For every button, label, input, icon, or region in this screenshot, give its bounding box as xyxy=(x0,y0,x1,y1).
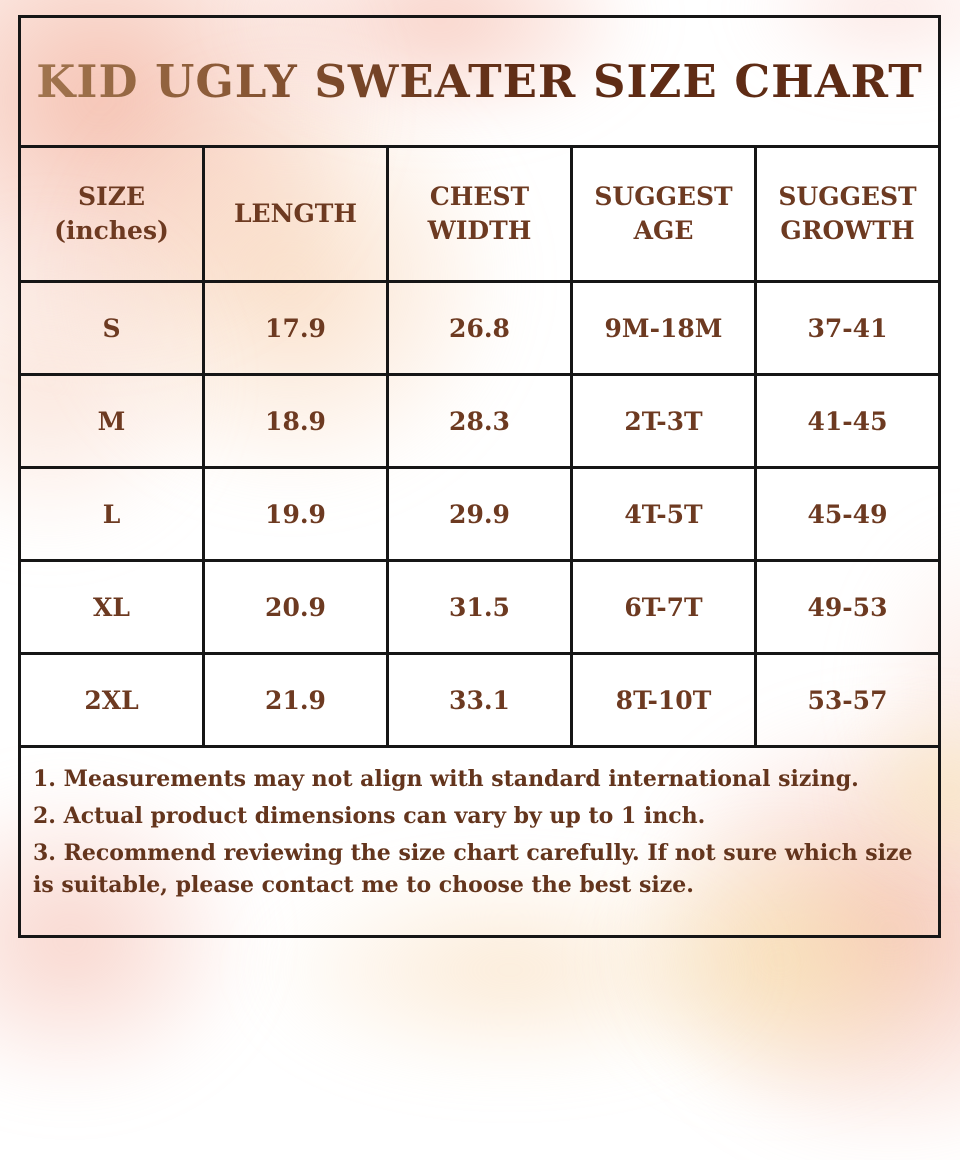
cell-size: L xyxy=(21,469,205,559)
table-row-s: S 17.9 26.8 9M-18M 37-41 xyxy=(21,283,938,376)
cell-chest: 26.8 xyxy=(389,283,573,373)
note-3: 3. Recommend reviewing the size chart ca… xyxy=(33,840,913,898)
table-header-row: SIZE (inches) LENGTH CHEST WIDTH SUGGEST… xyxy=(21,148,938,283)
cell-size: S xyxy=(21,283,205,373)
cell-growth: 45-49 xyxy=(807,499,888,529)
cell-length: 21.9 xyxy=(205,655,389,745)
notes-section: 1. Measurements may not align with stand… xyxy=(21,748,938,935)
cell-size: M xyxy=(21,376,205,466)
table-row-m: M 18.9 28.3 2T-3T 41-45 xyxy=(21,376,938,469)
size-chart-panel: KID UGLY SWEATER SIZE CHART SIZE (inches… xyxy=(18,15,941,938)
table-row-2xl: 2XL 21.9 33.1 8T-10T 53-57 xyxy=(21,655,938,748)
cell-growth: 41-45 xyxy=(807,406,888,436)
page-title: KID UGLY SWEATER SIZE CHART xyxy=(36,55,923,108)
cell-length: 20.9 xyxy=(205,562,389,652)
cell-length: 17.9 xyxy=(205,283,389,373)
cell-age: 8T-10T xyxy=(573,655,757,745)
table-row-l: L 19.9 29.9 4T-5T 45-49 xyxy=(21,469,938,562)
cell-size: XL xyxy=(21,562,205,652)
cell-growth: 37-41 xyxy=(807,313,888,343)
cell-chest: 33.1 xyxy=(389,655,573,745)
cell-size: 2XL xyxy=(21,655,205,745)
cell-age: 4T-5T xyxy=(573,469,757,559)
cell-age: 6T-7T xyxy=(573,562,757,652)
header-chest-width: CHEST WIDTH xyxy=(389,148,573,280)
header-suggest-age: SUGGEST AGE xyxy=(573,148,757,280)
cell-growth: 53-57 xyxy=(807,685,888,715)
cell-length: 19.9 xyxy=(205,469,389,559)
cell-chest: 31.5 xyxy=(389,562,573,652)
header-suggest-growth: SUGGEST GROWTH xyxy=(778,182,917,245)
cell-chest: 29.9 xyxy=(389,469,573,559)
header-length: LENGTH xyxy=(205,148,389,280)
cell-growth: 49-53 xyxy=(807,592,888,622)
cell-length: 18.9 xyxy=(205,376,389,466)
cell-chest: 28.3 xyxy=(389,376,573,466)
note-2: 2. Actual product dimensions can vary by… xyxy=(33,803,706,830)
cell-age: 9M-18M xyxy=(573,283,757,373)
cell-age: 2T-3T xyxy=(573,376,757,466)
note-1: 1. Measurements may not align with stand… xyxy=(33,766,859,792)
header-size: SIZE (inches) xyxy=(21,148,205,280)
table-row-xl: XL 20.9 31.5 6T-7T 49-53 xyxy=(21,562,938,655)
title-row: KID UGLY SWEATER SIZE CHART xyxy=(21,18,938,148)
